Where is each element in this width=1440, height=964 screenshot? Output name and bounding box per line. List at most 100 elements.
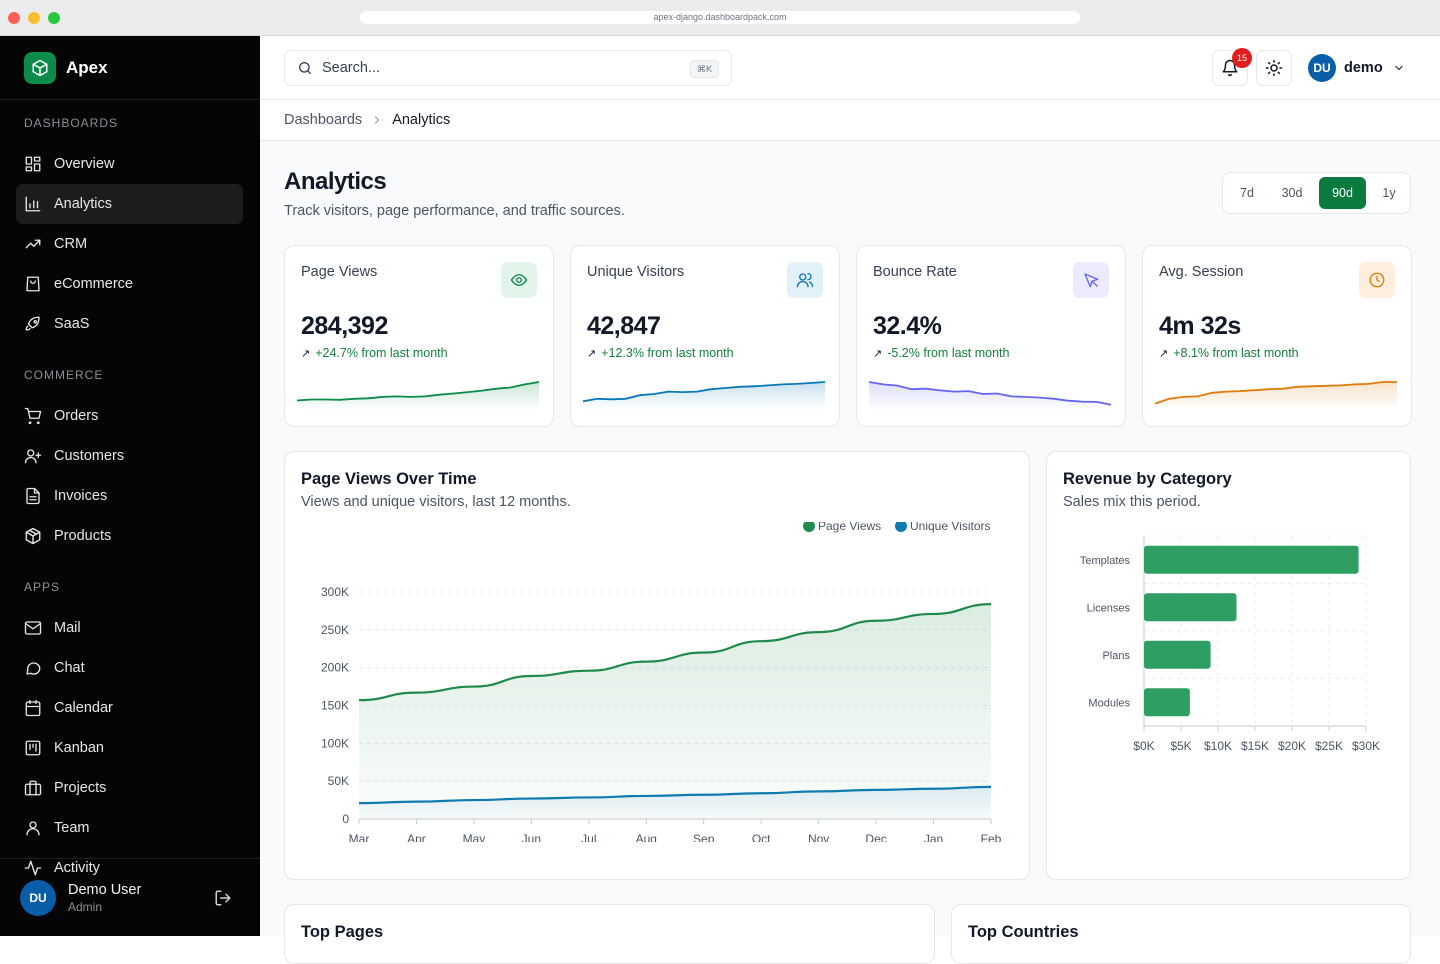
kpi-delta-text: +12.3% from last month (601, 346, 734, 360)
box-icon (24, 527, 54, 545)
sidebar-item-crm[interactable]: CRM (0, 224, 244, 264)
notification-badge: 15 (1232, 48, 1252, 68)
kpi-sparkline (582, 381, 826, 410)
sidebar-item-orders[interactable]: Orders (0, 396, 244, 436)
brand[interactable]: Apex (0, 36, 260, 100)
x-tick-label: Mar (349, 832, 370, 842)
page-views-card: Page Views Over Time Views and unique vi… (284, 451, 1030, 880)
y-tick-label: 50K (328, 774, 349, 788)
series-area (359, 604, 991, 819)
kpi-delta-text: +24.7% from last month (315, 346, 448, 360)
sidebar-item-label: Analytics (54, 196, 113, 212)
breadcrumb-dashboards[interactable]: Dashboards (284, 112, 363, 128)
arrow-up-right-icon: ↗ (301, 348, 311, 360)
x-tick-label: $20K (1278, 739, 1306, 753)
rocket-icon (24, 315, 54, 333)
x-tick-label: $10K (1204, 739, 1232, 753)
x-tick-label: $0K (1133, 739, 1154, 753)
arrow-up-right-icon: ↗ (587, 348, 597, 360)
user-menu[interactable]: DU demo (1308, 54, 1405, 82)
kpi-value: 42,847 (587, 312, 661, 340)
bar (1144, 545, 1359, 574)
sidebar-item-team[interactable]: Team (0, 808, 244, 848)
sidebar-item-saas[interactable]: SaaS (0, 304, 244, 344)
range-90d[interactable]: 90d (1319, 177, 1366, 209)
series-area (359, 786, 991, 819)
range-30d[interactable]: 30d (1281, 186, 1303, 200)
sidebar-item-mail[interactable]: Mail (0, 608, 244, 648)
search-icon (299, 61, 311, 74)
breadcrumb: Dashboards Analytics (260, 100, 1440, 141)
users-icon (787, 262, 823, 298)
sidebar-item-chat[interactable]: Chat (0, 648, 244, 688)
sidebar-item-label: Activity (54, 860, 100, 876)
sidebar-item-products[interactable]: Products (0, 516, 244, 556)
sparkline-area (583, 382, 825, 410)
logout-icon[interactable] (214, 889, 232, 912)
bar (1144, 593, 1237, 622)
x-tick-label: Jun (522, 832, 541, 842)
app-name: Apex (66, 57, 108, 77)
x-tick-label: May (463, 832, 486, 842)
y-tick-label: 150K (321, 699, 349, 713)
kpi-sparkline (1154, 381, 1397, 410)
search-input[interactable]: Search... ⌘K (284, 50, 732, 86)
x-tick-label: Dec (865, 832, 886, 842)
page-views-chart: 0 50K 100K 150K 200K 250K 300K Mar Apr May Jun Jul A… (321, 522, 1002, 842)
kpi-delta-text: -5.2% from last month (887, 346, 1010, 360)
sidebar-item-label: Kanban (54, 740, 104, 756)
search-placeholder: Search... (322, 60, 381, 76)
avatar[interactable]: DU (20, 879, 56, 916)
range-7d[interactable]: 7d (1240, 186, 1254, 200)
sidebar-item-overview[interactable]: Overview (0, 144, 244, 184)
sidebar-item-label: Calendar (54, 700, 113, 716)
x-tick-label: Jan (924, 832, 943, 842)
x-tick-label: Jul (581, 832, 596, 842)
sidebar-item-kanban[interactable]: Kanban (0, 728, 244, 768)
activity-icon (24, 859, 54, 877)
sidebar-item-label: Products (54, 528, 112, 544)
kpi-delta: ↗ +12.3% from last month (587, 346, 734, 360)
range-1y[interactable]: 1y (1382, 186, 1396, 200)
avatar: DU (1308, 54, 1336, 82)
sidebar-item-invoices[interactable]: Invoices (0, 476, 244, 516)
kpi-label: Unique Visitors (587, 264, 685, 280)
bar (1144, 688, 1190, 717)
minimize-window-button[interactable] (28, 12, 40, 24)
url-bar[interactable]: apex-django.dashboardpack.com (360, 11, 1080, 24)
sidebar-item-ecommerce[interactable]: eCommerce (0, 264, 244, 304)
topbar: Search... ⌘K 15 DU demo (260, 36, 1440, 100)
revenue-chart: $0K $5K $10K $15K $20K $25K $30K Templates Licen… (1080, 535, 1380, 753)
sidebar-item-analytics[interactable]: Analytics (16, 184, 243, 224)
kpi-label: Page Views (301, 264, 378, 280)
sidebar-user: DU Demo User Admin (0, 858, 260, 936)
x-tick-label: Aug (636, 832, 657, 842)
main-content: Analytics Track visitors, page performan… (260, 141, 1440, 964)
kpi-label: Bounce Rate (873, 264, 957, 280)
series-line (358, 603, 992, 702)
theme-toggle-button[interactable] (1256, 50, 1292, 86)
sparkline-line (1154, 381, 1397, 405)
kpi-delta-text: +8.1% from last month (1173, 346, 1299, 360)
y-tick-label: 250K (321, 623, 349, 637)
y-tick-label: 200K (321, 661, 349, 675)
cart-icon (24, 407, 54, 425)
user-role: Admin (68, 899, 103, 914)
kpi-card-bounce-rate: Bounce Rate 32.4% ↗ -5.2% from last month (856, 245, 1126, 427)
x-tick-label: $15K (1241, 739, 1269, 753)
sidebar-item-projects[interactable]: Projects (0, 768, 244, 808)
sidebar-item-calendar[interactable]: Calendar (0, 688, 244, 728)
breadcrumb-current: Analytics (392, 112, 451, 128)
browser-chrome: apex-django.dashboardpack.com (0, 0, 1440, 36)
close-window-button[interactable] (8, 12, 20, 24)
sidebar-item-activity[interactable]: Activity (0, 848, 244, 888)
kpi-value: 284,392 (301, 312, 388, 340)
y-tick-label: Plans (1102, 650, 1130, 662)
search-shortcut: ⌘K (689, 60, 719, 78)
y-tick-label: 0 (342, 812, 349, 826)
sparkline-line (582, 381, 826, 403)
zoom-window-button[interactable] (48, 12, 60, 24)
sidebar-item-customers[interactable]: Customers (0, 436, 244, 476)
legend-label: Page Views (818, 522, 881, 533)
notifications-button[interactable]: 15 (1212, 48, 1252, 86)
